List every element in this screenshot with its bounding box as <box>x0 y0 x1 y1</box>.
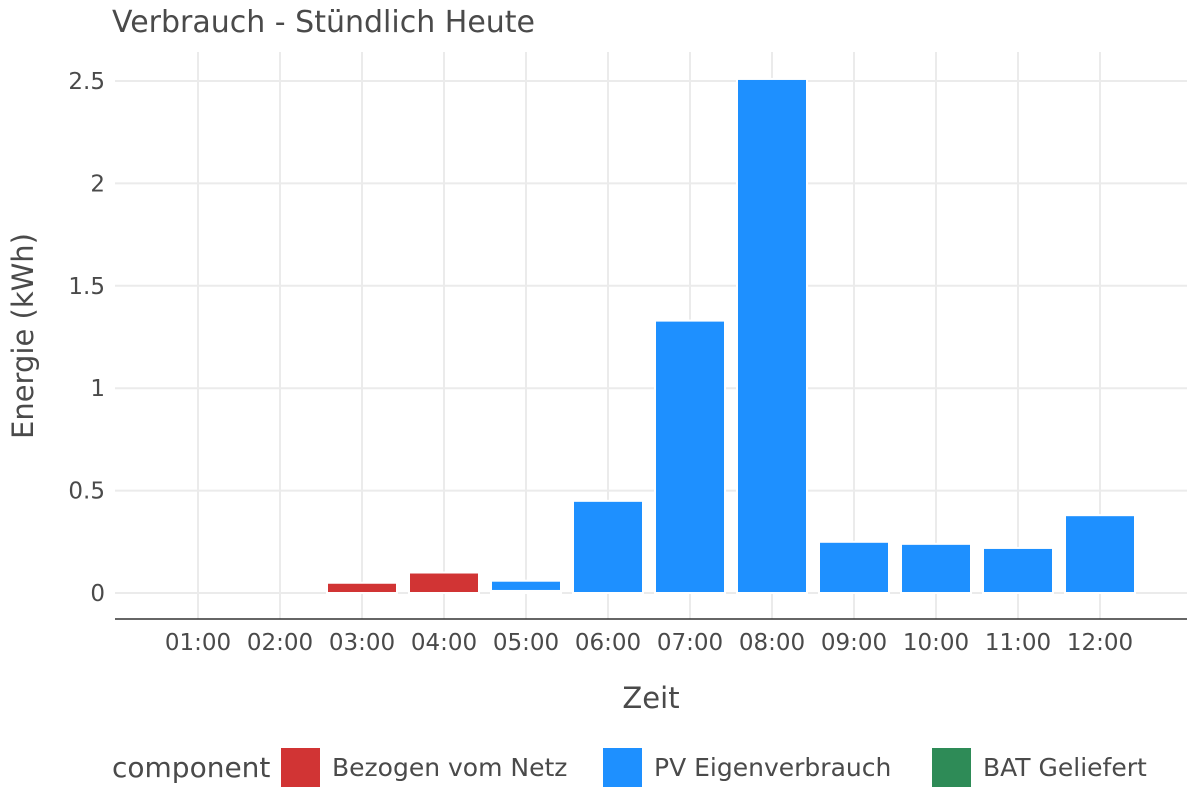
legend-key <box>932 748 971 787</box>
legend-label: PV Eigenverbrauch <box>654 753 891 782</box>
bar-pv-eigenverbrauch <box>982 546 1054 594</box>
x-tick-label: 07:00 <box>657 630 723 656</box>
legend-title: component <box>112 751 270 784</box>
bar-pv-eigenverbrauch <box>900 542 972 595</box>
legend-label: Bezogen vom Netz <box>332 753 567 782</box>
bar-pv-eigenverbrauch <box>572 499 644 594</box>
chart-title: Verbrauch - Stündlich Heute <box>112 5 535 40</box>
bar-bezogen-vom-netz <box>408 571 480 595</box>
x-tick-label: 12:00 <box>1067 630 1133 656</box>
x-axis-title: Zeit <box>622 681 679 715</box>
x-tick-label: 04:00 <box>411 630 477 656</box>
x-tick-label: 06:00 <box>575 630 641 656</box>
x-tick-label: 03:00 <box>329 630 395 656</box>
y-tick-label: 0 <box>90 581 105 607</box>
y-tick-label: 2 <box>90 171 105 197</box>
x-tick-labels: 01:00 02:00 03:00 04:00 05:00 06:00 07:00 08:00… <box>165 630 1133 656</box>
y-tick-label: 2.5 <box>68 69 105 95</box>
x-tick-label: 10:00 <box>903 630 969 656</box>
x-tick-label: 08:00 <box>739 630 805 656</box>
y-tick-label: 0.5 <box>68 479 105 505</box>
legend-label: BAT Geliefert <box>983 753 1147 782</box>
legend: component Bezogen vom Netz PV Eigenverbra… <box>112 748 1147 787</box>
x-tick-label: 01:00 <box>165 630 231 656</box>
grid-lines <box>115 52 1187 619</box>
bars <box>326 77 1136 595</box>
y-tick-label: 1 <box>90 376 105 402</box>
bar-bezogen-vom-netz <box>326 581 398 595</box>
x-tick-label: 11:00 <box>985 630 1051 656</box>
y-axis-title: Energie (kWh) <box>6 233 40 439</box>
bar-pv-eigenverbrauch <box>736 77 808 594</box>
bar-pv-eigenverbrauch <box>490 579 562 592</box>
y-tick-labels: 0 0.5 1 1.5 2 2.5 <box>68 69 105 607</box>
bar-pv-eigenverbrauch <box>818 540 890 594</box>
legend-key <box>281 748 320 787</box>
bar-pv-eigenverbrauch <box>654 319 726 594</box>
x-tick-label: 05:00 <box>493 630 559 656</box>
x-tick-label: 09:00 <box>821 630 887 656</box>
legend-key <box>603 748 642 787</box>
x-tick-label: 02:00 <box>247 630 313 656</box>
y-tick-label: 1.5 <box>68 274 105 300</box>
bar-pv-eigenverbrauch <box>1064 514 1136 595</box>
